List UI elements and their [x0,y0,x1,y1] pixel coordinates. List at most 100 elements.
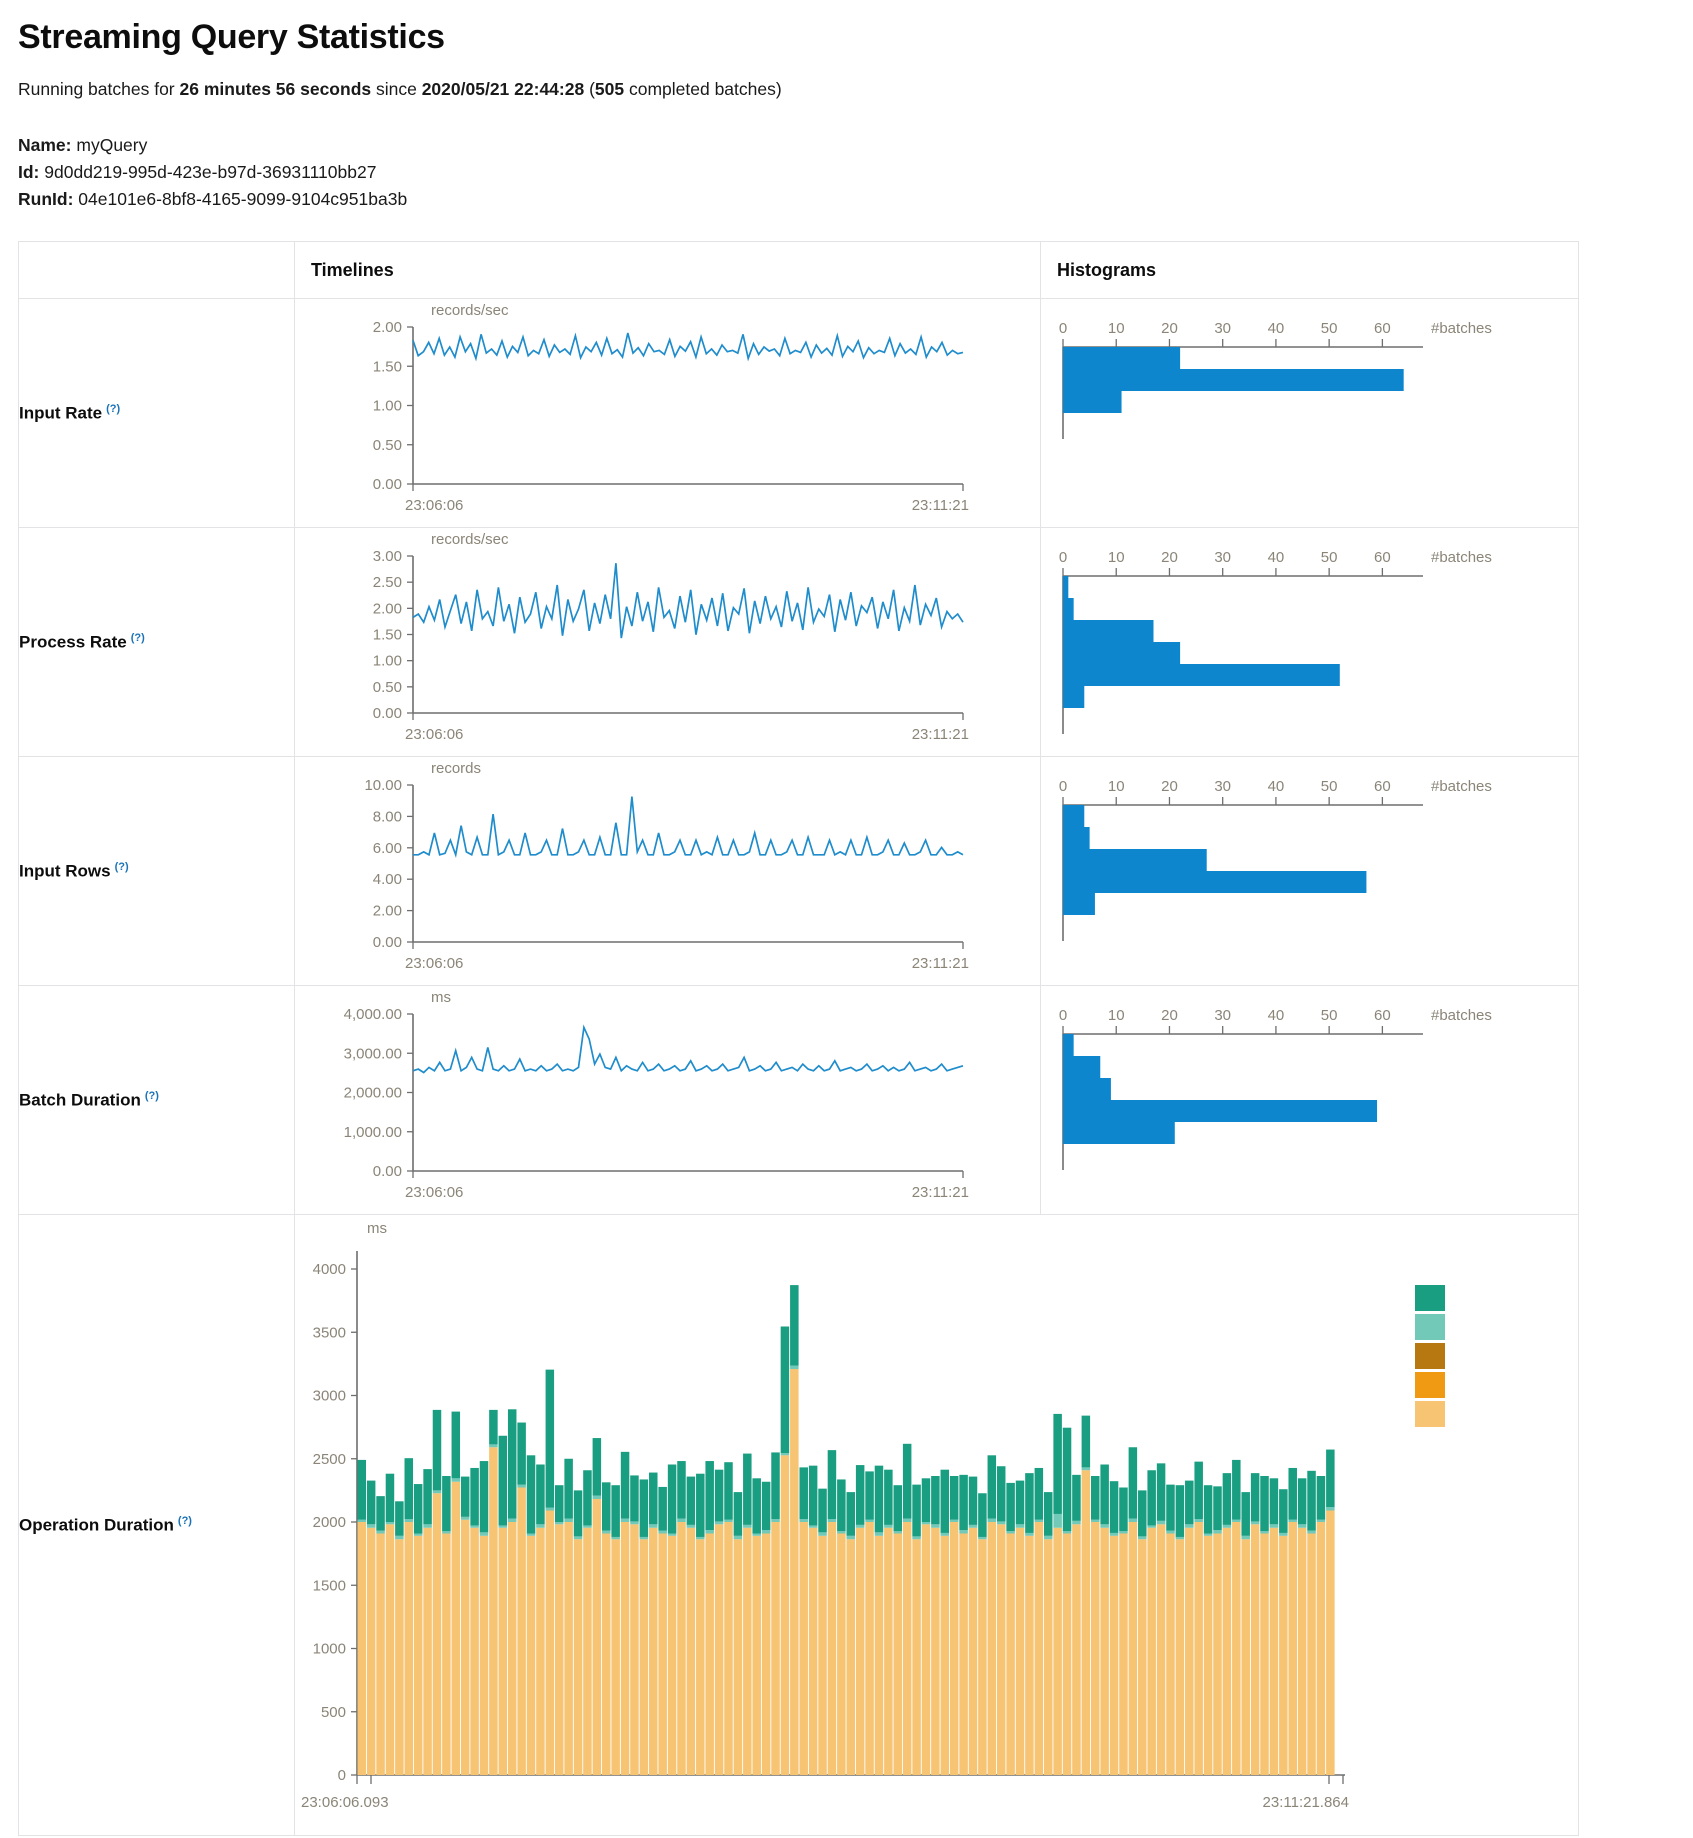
y-tick-label: 4.00 [373,872,402,889]
op-stacked-bar-segment [733,1536,743,1540]
op-stacked-bar-segment [808,1528,818,1776]
op-stacked-bar-segment [1128,1447,1138,1519]
op-stacked-bar-segment [507,1409,517,1519]
hist-tick-label: 30 [1214,320,1231,337]
op-y-tick-label: 3000 [313,1388,346,1405]
op-stacked-bar-segment [564,1518,573,1523]
hist-tick-label: 60 [1374,549,1391,566]
op-stacked-bar-segment [620,1522,630,1776]
hist-tick-label: 0 [1059,320,1067,337]
histogram-cell: 0 10 20 30 40 50 60 #batches [1040,298,1579,529]
histogram-bar [1063,827,1090,850]
hist-tick-label: 50 [1321,320,1338,337]
op-stacked-bar-segment [696,1537,705,1540]
timeline-unit-label: records [431,760,481,777]
running-prefix: Running batches for [18,79,180,99]
op-stacked-bar-segment [978,1539,987,1776]
op-stacked-bar-segment [1109,1481,1119,1534]
legend-swatch[interactable] [1415,1314,1445,1341]
help-icon[interactable]: (?) [130,632,145,645]
op-stacked-bar-segment [949,1476,959,1521]
op-stacked-bar-segment [1297,1478,1307,1525]
op-stacked-bar-segment [686,1528,696,1776]
op-stacked-bar-segment [583,1525,592,1529]
op-stacked-bar-segment [743,1453,752,1526]
op-stacked-bar-segment [620,1518,630,1523]
op-stacked-bar-segment [536,1524,545,1529]
op-stacked-bar-segment [649,1472,658,1525]
histogram-bar [1063,1078,1111,1101]
histogram-bar [1063,391,1122,414]
legend-swatch[interactable] [1415,1343,1445,1370]
table-row: Batch Duration (?) ms 4,000.00 3,000.00 2,000… [18,985,1579,1216]
y-tick-label: 1.00 [373,653,402,670]
op-stacked-bar-segment [921,1478,931,1523]
op-stacked-bar-segment [1062,1531,1072,1534]
timeline-series-path [413,796,964,859]
op-stacked-bar-segment [1316,1476,1326,1521]
histogram-bar [1063,576,1069,599]
help-icon[interactable]: (?) [114,861,129,874]
x-end-label: 23:11:21 [912,497,969,514]
hist-tick-label: 30 [1214,549,1231,566]
hist-tick-label: 40 [1268,549,1285,566]
op-stacked-bar-segment [630,1524,639,1776]
op-stacked-bar-segment [1185,1524,1194,1529]
op-y-tick-label: 2500 [313,1451,346,1468]
meta-runid-value: 04e101e6-8bf8-4165-9099-9104c951ba3b [78,189,408,210]
y-tick-label: 3,000.00 [344,1046,402,1063]
op-stacked-bar-segment [1250,1524,1260,1776]
op-y-tick-label: 4000 [313,1261,346,1278]
op-stacked-bar-segment [1222,1525,1232,1529]
y-tick-label: 0.50 [373,437,402,454]
op-stacked-bar-segment [620,1452,630,1519]
op-stacked-bar-segment [1269,1528,1279,1776]
op-stacked-bar-segment [1091,1476,1100,1521]
op-stacked-bar-segment [818,1532,827,1537]
op-stacked-bar-segment [460,1517,470,1521]
op-stacked-bar-segment [442,1533,451,1776]
legend-swatch[interactable] [1415,1285,1445,1312]
op-stacked-bar-segment [837,1531,846,1534]
op-stacked-bar-segment [761,1533,771,1776]
op-stacked-bar-segment [385,1474,395,1523]
statistics-table: Timelines Histograms Input Rate (?) record… [18,241,1579,1837]
row-label-text: Process Rate [19,632,127,652]
op-stacked-bar-segment [545,1510,555,1776]
op-stacked-bar-segment [743,1525,752,1529]
op-stacked-bar-segment [564,1522,573,1776]
op-stacked-bar-segment [761,1530,771,1534]
op-stacked-bar-segment [1015,1528,1025,1776]
histogram-chart: 0 10 20 30 40 50 60 #batches [1059,549,1492,735]
legend-swatch[interactable] [1415,1401,1445,1428]
histogram-bar [1063,1122,1175,1145]
op-stacked-bar-segment [686,1476,696,1526]
y-tick-label: 1.50 [373,359,402,376]
hist-unit-label: #batches [1431,1007,1492,1024]
op-stacked-bar-segment [404,1522,414,1776]
op-stacked-bar-segment [1213,1486,1222,1531]
op-stacked-bar-segment [968,1528,978,1776]
legend-swatch[interactable] [1415,1372,1445,1399]
hist-tick-label: 20 [1161,778,1178,795]
x-end-label: 23:11:21 [912,1184,969,1201]
help-icon[interactable]: (?) [106,403,121,416]
help-icon[interactable]: (?) [177,1515,192,1528]
help-icon[interactable]: (?) [144,1090,159,1103]
op-stacked-bar-segment [940,1533,950,1537]
op-stacked-bar-segment [1043,1492,1053,1537]
y-tick-label: 8.00 [373,809,402,826]
row-label-input-rate: Input Rate (?) [18,298,295,529]
table-row: Input Rate (?) records/sec 2.00 1.50 1.00 0.50… [18,298,1579,529]
row-label-text: Input Rows [19,861,111,881]
table-header-row: Timelines Histograms [18,241,1579,300]
op-stacked-bar-segment [602,1482,611,1532]
timeline-cell: ms 4,000.00 3,000.00 2,000.00 1,000.00 0.00 23… [294,985,1041,1216]
op-stacked-bar-segment [799,1467,808,1520]
since-word: since [371,79,422,99]
op-stacked-bar-segment [1260,1476,1269,1532]
op-stacked-bar-segment [978,1537,987,1540]
op-stacked-bar-segment [1326,1507,1335,1511]
op-stacked-bar-segment [366,1480,376,1525]
op-stacked-bar-segment [921,1524,931,1776]
